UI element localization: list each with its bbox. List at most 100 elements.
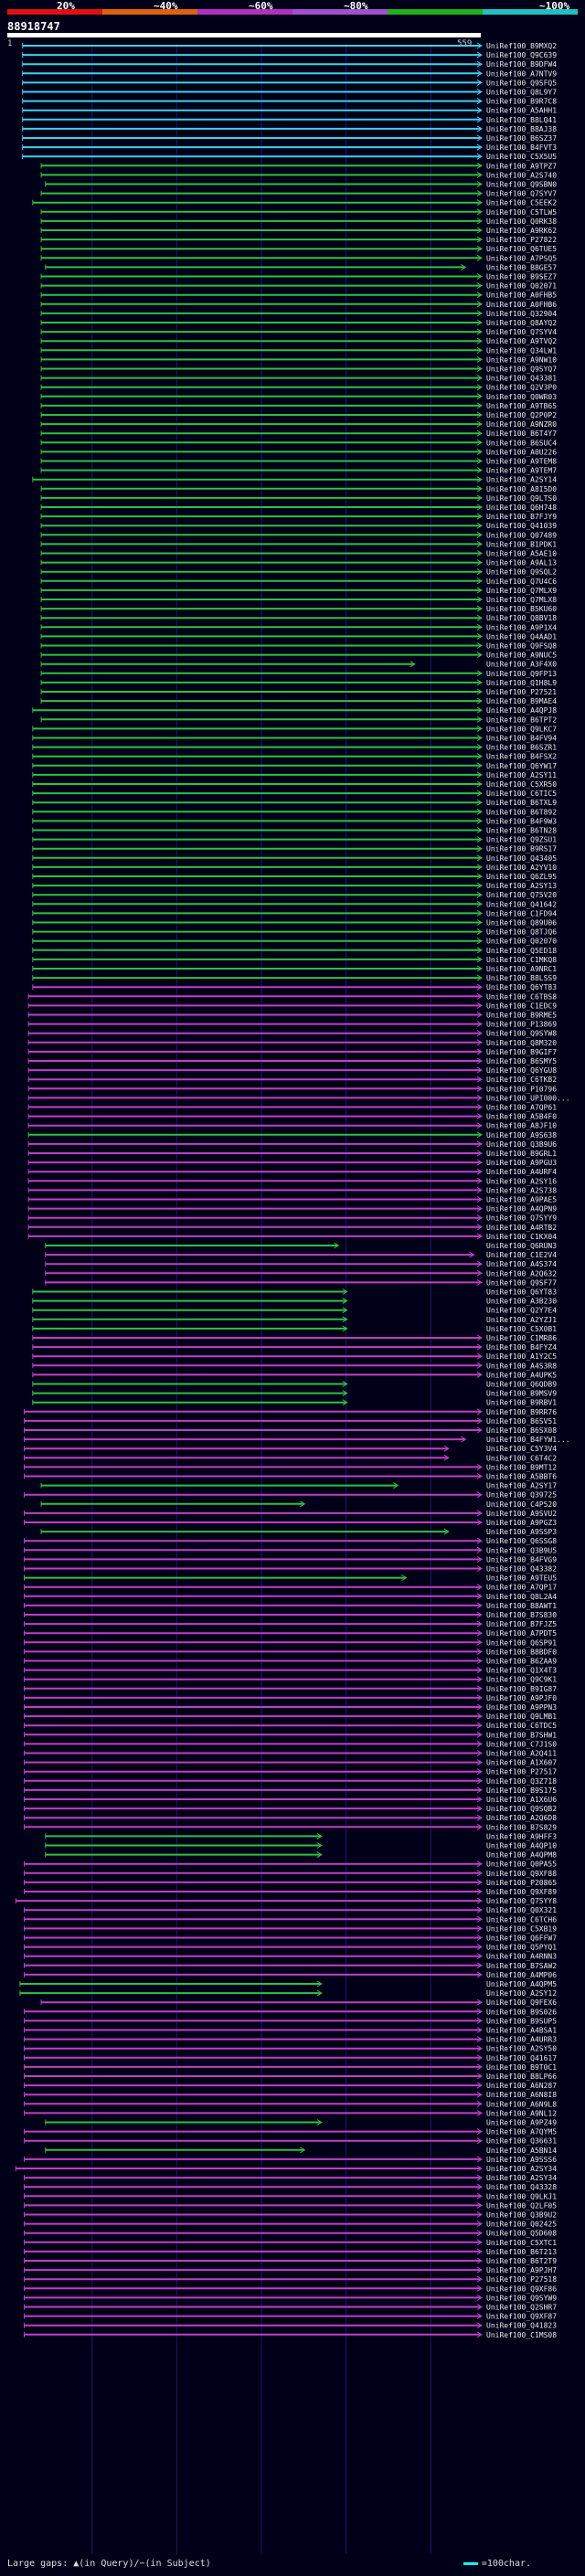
hit-row[interactable]: UniRef100_A5AHH1 [22,107,558,115]
hit-row[interactable]: UniRef100_A6N287 [24,2082,558,2090]
hit-row[interactable]: UniRef100_Q6YT83 [32,983,557,991]
hit-id[interactable]: UniRef100_B6SUC4 [486,439,557,447]
hit-row[interactable]: UniRef100_Q43382 [24,1565,558,1574]
hit-id[interactable]: UniRef100_A4QPJ8 [486,706,557,715]
hit-id[interactable]: UniRef100_Q41039 [486,522,557,530]
hit-row[interactable]: UniRef100_Q9SQL2 [40,568,557,577]
hit-row[interactable]: UniRef100_Q8M320 [27,1039,557,1047]
hit-id[interactable]: UniRef100_B6T892 [486,808,557,816]
hit-row[interactable]: UniRef100_A9PAE5 [27,1196,557,1204]
hit-row[interactable]: UniRef100_B6T213 [24,2248,558,2256]
hit-id[interactable]: UniRef100_B7S830 [486,1611,557,1619]
hit-row[interactable]: UniRef100_A6N8I8 [24,2091,558,2099]
hit-row[interactable]: UniRef100_Q9C639 [22,51,558,59]
hit-id[interactable]: UniRef100_B9MT12 [486,1463,557,1471]
hit-id[interactable]: UniRef100_B1PDK1 [486,540,557,548]
hit-row[interactable]: UniRef100_B7S829 [24,1823,558,1831]
hit-row[interactable]: UniRef100_A8JF10 [27,1122,557,1130]
hit-id[interactable]: UniRef100_A2Q6D8 [486,1814,557,1822]
hit-id[interactable]: UniRef100_Q8L9Y7 [486,89,557,97]
hit-id[interactable]: UniRef100_Q7MLX8 [486,596,557,604]
hit-id[interactable]: UniRef100_B9IG87 [486,1685,557,1693]
hit-id[interactable]: UniRef100_Q75V20 [486,891,557,899]
hit-id[interactable]: UniRef100_A9SVU2 [486,1510,557,1518]
hit-row[interactable]: UniRef100_C5X0B1 [32,1325,557,1333]
hit-id[interactable]: UniRef100_A4S374 [486,1260,557,1268]
hit-id[interactable]: UniRef100_C5XTC1 [486,2239,557,2247]
hit-row[interactable]: UniRef100_A4S3R8 [32,1362,557,1370]
hit-id[interactable]: UniRef100_Q41823 [486,2322,557,2330]
hit-id[interactable]: UniRef100_A4QPM8 [486,1851,557,1860]
hit-row[interactable]: UniRef100_C1MS08 [24,2331,558,2339]
hit-row[interactable]: UniRef100_A9SSP3 [40,1528,557,1536]
hit-row[interactable]: UniRef100_Q41642 [32,900,557,908]
hit-id[interactable]: UniRef100_A9PGZ3 [486,1519,557,1527]
hit-row[interactable]: UniRef100_A6N9L8 [24,2100,558,2108]
hit-id[interactable]: UniRef100_C5X5U5 [486,153,557,161]
hit-id[interactable]: UniRef100_Q9FSQ8 [486,642,557,651]
hit-row[interactable]: UniRef100_Q3B9U5 [24,1546,558,1554]
hit-id[interactable]: UniRef100_B6TXL9 [486,799,557,807]
hit-row[interactable]: UniRef100_A4UPK5 [32,1371,557,1379]
hit-id[interactable]: UniRef100_A4UPK5 [486,1371,557,1379]
hit-row[interactable]: UniRef100_B8AWT1 [24,1602,558,1610]
hit-id[interactable]: UniRef100_B5KU60 [486,605,557,613]
hit-row[interactable]: UniRef100_Q9LTS0 [40,494,557,503]
hit-id[interactable]: UniRef100_A9PJF0 [486,1694,557,1702]
hit-row[interactable]: UniRef100_A2SY14 [32,476,557,484]
hit-id[interactable]: UniRef100_C4P520 [486,1500,557,1509]
hit-row[interactable]: UniRef100_C5XTC1 [24,2239,558,2247]
hit-id[interactable]: UniRef100_C5X0B1 [486,1325,557,1333]
hit-id[interactable]: UniRef100_B6T2T9 [486,2257,557,2265]
hit-id[interactable]: UniRef100_A2Q632 [486,1269,557,1277]
hit-row[interactable]: UniRef100_A5AE10 [40,550,557,558]
hit-id[interactable]: UniRef100_A4QP10 [486,1842,557,1850]
hit-row[interactable]: UniRef100_Q43381 [40,375,557,383]
hit-id[interactable]: UniRef100_A9RK62 [486,227,557,235]
hit-row[interactable]: UniRef100_Q1H8L9 [40,679,557,687]
hit-row[interactable]: UniRef100_A9PPN3 [24,1703,558,1712]
hit-row[interactable]: UniRef100_Q5PYQ1 [24,1944,558,1952]
hit-row[interactable]: UniRef100_Q3B9U6 [27,1140,557,1149]
hit-id[interactable]: UniRef100_A9HFF3 [486,1832,557,1840]
hit-id[interactable]: UniRef100_Q6RUN3 [486,1242,557,1250]
hit-row[interactable]: UniRef100_C5X5U5 [22,153,558,161]
hit-row[interactable]: UniRef100_A0FHB5 [40,292,557,300]
hit-id[interactable]: UniRef100_B9SUP5 [486,2017,557,2025]
hit-row[interactable]: UniRef100_B6TPT2 [40,716,557,724]
hit-row[interactable]: UniRef100_A9SSS6 [24,2156,558,2164]
hit-row[interactable]: UniRef100_B8LQ41 [22,116,558,124]
hit-row[interactable]: UniRef100_A2SY50 [24,2045,558,2053]
hit-row[interactable]: UniRef100_Q6SP91 [24,1638,558,1647]
hit-id[interactable]: UniRef100_B7FJY9 [486,513,557,521]
hit-id[interactable]: UniRef100_Q6ZL95 [486,873,557,881]
hit-id[interactable]: UniRef100_A9TEU5 [486,1574,557,1583]
hit-row[interactable]: UniRef100_B7S830 [24,1611,558,1619]
hit-row[interactable]: UniRef100_A2SY34 [24,2174,558,2182]
hit-row[interactable]: UniRef100_A5BBT6 [24,1473,558,1481]
hit-row[interactable]: UniRef100_Q6FFW7 [24,1935,558,1943]
hit-id[interactable]: UniRef100_B6SX08 [486,1426,557,1435]
hit-id[interactable]: UniRef100_Q3Z718 [486,1777,557,1786]
hit-row[interactable]: UniRef100_C1MKQ8 [32,956,557,964]
hit-row[interactable]: UniRef100_A9TEM7 [40,467,557,475]
hit-row[interactable]: UniRef100_B9SUP5 [24,2017,558,2025]
hit-row[interactable]: UniRef100_A9PZ49 [45,2119,558,2127]
hit-id[interactable]: UniRef100_A2SY13 [486,882,557,890]
hit-row[interactable]: UniRef100_Q6H748 [40,504,557,512]
hit-row[interactable]: UniRef100_Q2LF05 [24,2201,558,2210]
hit-id[interactable]: UniRef100_A9TPZ7 [486,162,557,170]
hit-row[interactable]: UniRef100_C5EEK2 [32,199,557,207]
hit-id[interactable]: UniRef100_A5AHH1 [486,107,557,115]
hit-id[interactable]: UniRef100_B7SAW2 [486,1962,557,1970]
hit-row[interactable]: UniRef100_Q34LW1 [40,346,557,355]
hit-id[interactable]: UniRef100_Q9SQL2 [486,568,557,577]
hit-id[interactable]: UniRef100_A2Q411 [486,1750,557,1758]
hit-row[interactable]: UniRef100_A2YZJ1 [32,1316,557,1324]
hit-id[interactable]: UniRef100_A1X607 [486,1759,557,1767]
hit-id[interactable]: UniRef100_A6N8I8 [486,2091,557,2099]
hit-id[interactable]: UniRef100_B9S175 [486,1786,557,1795]
hit-row[interactable]: UniRef100_B4FV94 [32,735,557,743]
hit-row[interactable]: UniRef100_Q6ZL95 [32,873,557,881]
hit-id[interactable]: UniRef100_Q3B9U2 [486,2211,557,2220]
